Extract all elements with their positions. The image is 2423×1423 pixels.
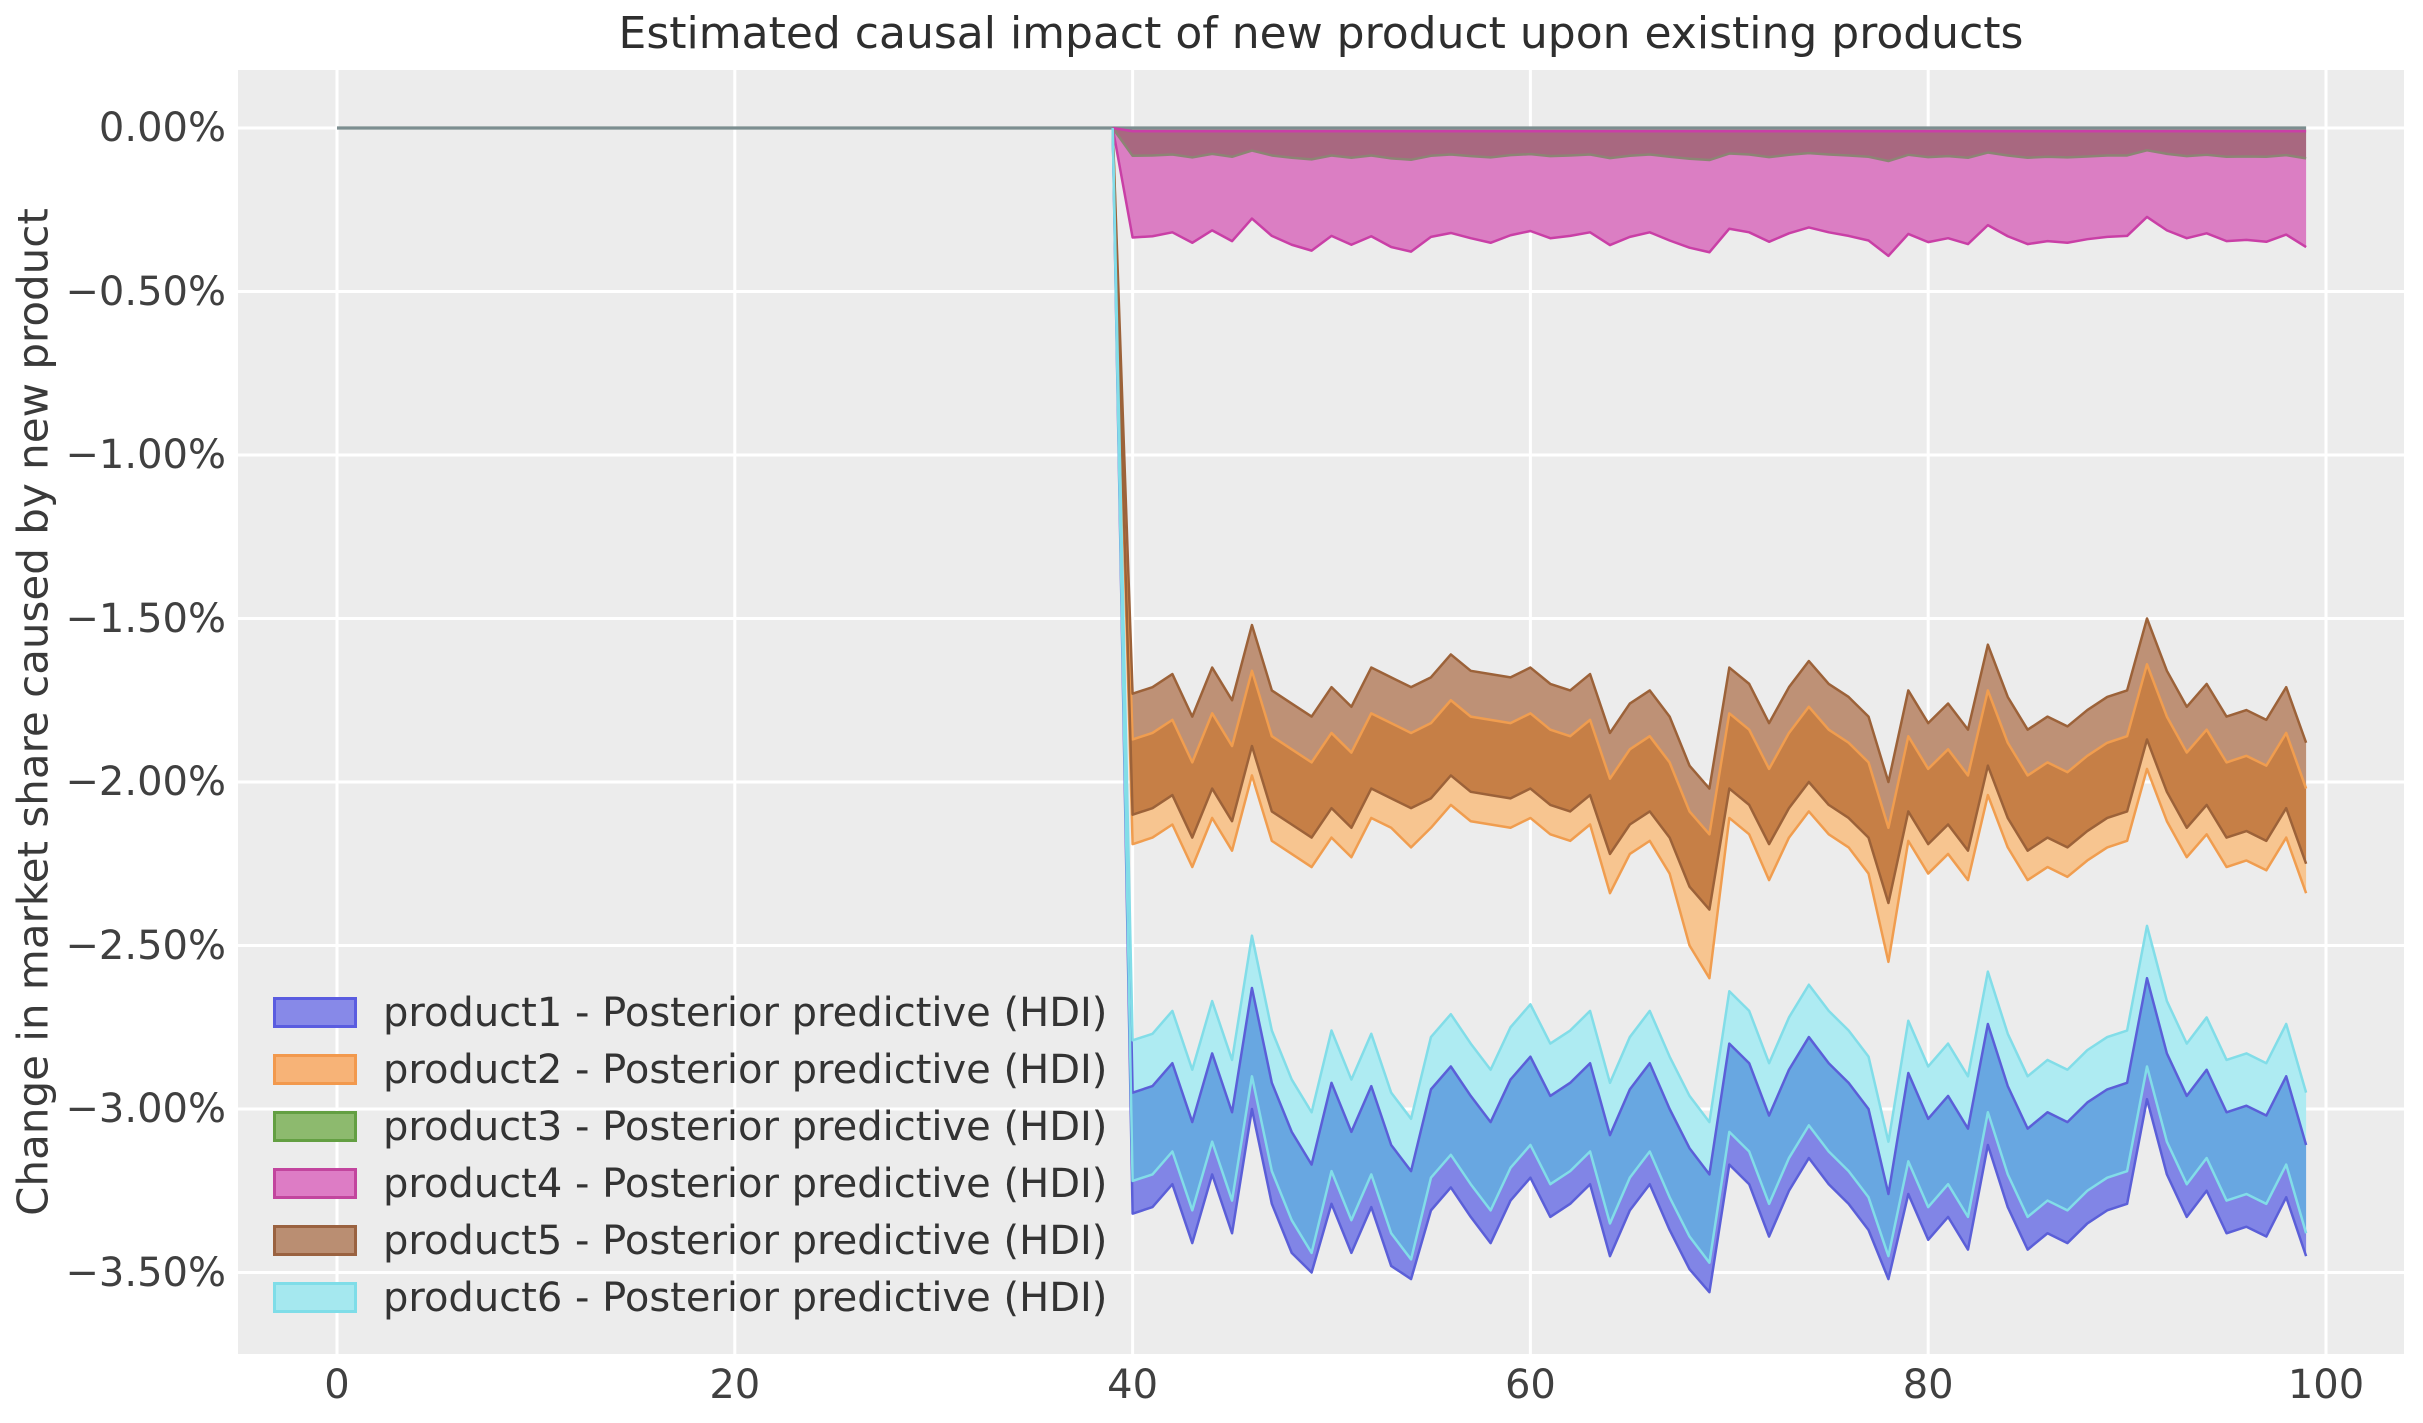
- x-tick-label: 60: [1504, 1362, 1556, 1408]
- hdi-edge-product4-lower: [1111, 127, 2307, 258]
- legend-label-product4: product4 - Posterior predictive (HDI): [383, 1160, 1108, 1207]
- y-tick-label: 0.00%: [98, 105, 226, 151]
- hdi-band-overlap-product1-product6: [1112, 128, 2307, 1263]
- hdi-edge-product2-lower: [1111, 127, 2308, 980]
- hdi-edge-product6-lower: [1111, 127, 2308, 1264]
- legend-swatch-product2: [273, 1054, 357, 1085]
- y-tick-label: −2.50%: [65, 922, 226, 969]
- hdi-edge-product3-lower: [1111, 127, 2307, 163]
- y-tick-label: −0.50%: [65, 268, 226, 315]
- x-tick-label: 0: [324, 1362, 350, 1408]
- hdi-edge-product1-upper: [1111, 127, 2308, 1196]
- x-tick-label: 100: [2287, 1362, 2365, 1408]
- hdi-edge-product1-lower: [1111, 127, 2308, 1294]
- legend-item-product2: product2 - Posterior predictive (HDI): [273, 1041, 1107, 1098]
- legend-swatch-product1: [273, 997, 357, 1028]
- legend-item-product3: product3 - Posterior predictive (HDI): [273, 1098, 1107, 1155]
- legend-label-product1: product1 - Posterior predictive (HDI): [383, 989, 1108, 1036]
- legend-item-product1: product1 - Posterior predictive (HDI): [273, 984, 1107, 1041]
- hdi-edge-product5-upper: [1111, 127, 2308, 790]
- hdi-edge-product6-upper: [1111, 127, 2308, 1143]
- hdi-edge-product4-upper: [1112, 126, 2307, 133]
- y-axis-label: Change in market share caused by new pro…: [8, 208, 58, 1216]
- legend-item-product5: product5 - Posterior predictive (HDI): [273, 1212, 1107, 1269]
- legend: product1 - Posterior predictive (HDI) pro…: [273, 984, 1107, 1326]
- x-tick-label: 40: [1107, 1362, 1159, 1408]
- legend-swatch-product6: [273, 1282, 357, 1313]
- legend-label-product6: product6 - Posterior predictive (HDI): [383, 1274, 1108, 1321]
- x-tick-label: 80: [1902, 1362, 1954, 1408]
- legend-label-product5: product5 - Posterior predictive (HDI): [383, 1217, 1108, 1264]
- y-tick-label: −1.50%: [65, 595, 226, 642]
- legend-swatch-product5: [273, 1225, 357, 1256]
- legend-swatch-product4: [273, 1168, 357, 1199]
- hdi-band-product3: [1112, 128, 2307, 162]
- y-tick-label: −1.00%: [65, 432, 226, 478]
- hdi-edge-product2-upper: [1111, 127, 2308, 836]
- x-tick-label: 20: [709, 1362, 761, 1408]
- hdi-band-product6: [1112, 128, 2307, 1195]
- legend-label-product2: product2 - Posterior predictive (HDI): [383, 1046, 1108, 1093]
- y-tick-label: −3.50%: [65, 1249, 226, 1296]
- y-tick-label: −3.00%: [65, 1086, 226, 1132]
- chart-title: Estimated causal impact of new product u…: [618, 8, 2024, 59]
- legend-item-product6: product6 - Posterior predictive (HDI): [273, 1269, 1107, 1326]
- legend-swatch-product3: [273, 1111, 357, 1142]
- y-tick-label: −2.00%: [65, 759, 226, 805]
- legend-label-product3: product3 - Posterior predictive (HDI): [383, 1103, 1108, 1150]
- legend-item-product4: product4 - Posterior predictive (HDI): [273, 1155, 1107, 1212]
- hdi-edge-product5-lower: [1111, 127, 2308, 911]
